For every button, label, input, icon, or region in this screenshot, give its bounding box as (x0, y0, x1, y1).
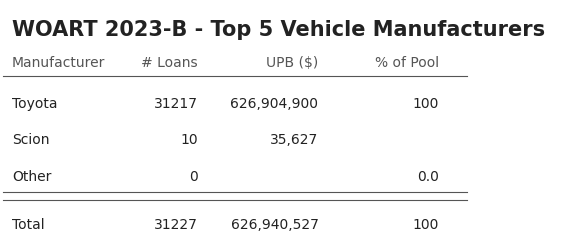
Text: # Loans: # Loans (141, 56, 198, 70)
Text: Total: Total (12, 218, 44, 232)
Text: 35,627: 35,627 (270, 133, 319, 147)
Text: Manufacturer: Manufacturer (12, 56, 105, 70)
Text: 100: 100 (413, 218, 439, 232)
Text: % of Pool: % of Pool (375, 56, 439, 70)
Text: UPB ($): UPB ($) (266, 56, 319, 70)
Text: 0: 0 (189, 170, 198, 184)
Text: Other: Other (12, 170, 51, 184)
Text: 626,904,900: 626,904,900 (230, 97, 319, 111)
Text: Toyota: Toyota (12, 97, 58, 111)
Text: WOART 2023-B - Top 5 Vehicle Manufacturers: WOART 2023-B - Top 5 Vehicle Manufacture… (12, 20, 545, 40)
Text: 100: 100 (413, 97, 439, 111)
Text: 10: 10 (180, 133, 198, 147)
Text: 31227: 31227 (154, 218, 198, 232)
Text: Scion: Scion (12, 133, 50, 147)
Text: 0.0: 0.0 (417, 170, 439, 184)
Text: 31217: 31217 (154, 97, 198, 111)
Text: 626,940,527: 626,940,527 (231, 218, 319, 232)
